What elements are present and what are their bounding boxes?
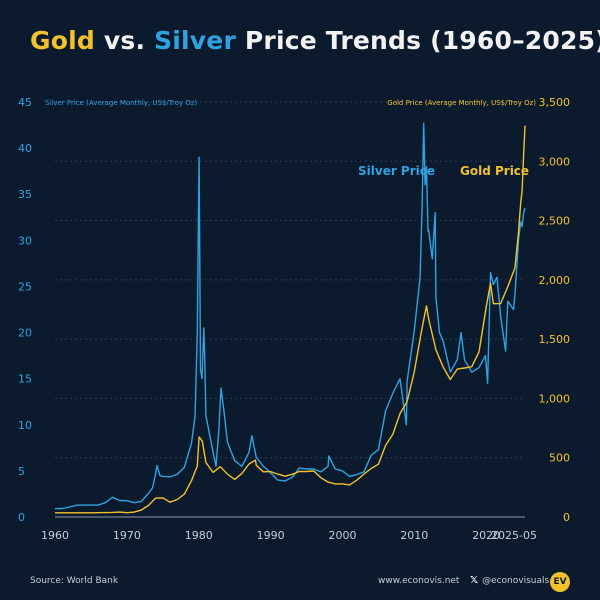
x-tick: 2000 xyxy=(328,529,356,542)
y-axis-label-right: Gold Price (Average Monthly, US$/Troy Oz… xyxy=(387,99,536,107)
silver-price-line xyxy=(54,122,526,510)
title-vs-word: vs. xyxy=(103,26,146,55)
x-tick: 1980 xyxy=(185,529,213,542)
x-tick: 2020 xyxy=(472,529,500,542)
brand-logo: EV xyxy=(550,572,570,592)
y-tick-left: 20 xyxy=(18,327,32,340)
y-tick-left: 30 xyxy=(18,234,32,247)
y-tick-right: 2,500 xyxy=(539,215,571,228)
y-tick-right: 500 xyxy=(549,452,570,465)
gold-annotation: Gold Price xyxy=(460,164,529,178)
silver-annotation: Silver Price xyxy=(358,164,435,178)
y-tick-left: 25 xyxy=(18,280,32,293)
x-tick-last: 2025-05 xyxy=(491,529,537,542)
source-note: Source: World Bank xyxy=(30,576,119,586)
y-tick-right: 2,000 xyxy=(539,274,571,287)
y-tick-right: 0 xyxy=(563,511,570,524)
y-tick-right: 1,500 xyxy=(539,333,571,346)
x-tick: 1960 xyxy=(41,529,69,542)
y-tick-left: 45 xyxy=(18,96,32,109)
y-tick-left: 40 xyxy=(18,142,32,155)
gold-price-line xyxy=(55,125,526,514)
title-gold-word: Gold xyxy=(30,26,95,55)
x-tick: 1990 xyxy=(257,529,285,542)
social-handle-text: @econovisuals xyxy=(482,575,550,586)
y-tick-right: 1,000 xyxy=(539,392,571,405)
website-link[interactable]: www.econovis.net xyxy=(378,576,460,586)
y-tick-right: 3,500 xyxy=(539,96,571,109)
y-tick-left: 10 xyxy=(18,419,32,432)
x-logo-icon: 𝕏 xyxy=(470,575,479,586)
x-tick: 1970 xyxy=(113,529,141,542)
y-tick-right: 3,000 xyxy=(539,155,571,168)
y-tick-left: 15 xyxy=(18,373,32,386)
title-silver-word: Silver xyxy=(154,26,236,55)
social-handle[interactable]: 𝕏 @econovisuals xyxy=(470,575,549,586)
x-tick: 2010 xyxy=(400,529,428,542)
y-tick-left: 0 xyxy=(18,511,25,524)
y-axis-label-left: Silver Price (Average Monthly, US$/Troy … xyxy=(45,99,198,107)
chart-title: Gold vs. Silver Price Trends (1960–2025) xyxy=(30,26,600,55)
y-tick-left: 35 xyxy=(18,188,32,201)
y-tick-left: 5 xyxy=(18,465,25,478)
title-rest: Price Trends (1960–2025) xyxy=(244,26,600,55)
